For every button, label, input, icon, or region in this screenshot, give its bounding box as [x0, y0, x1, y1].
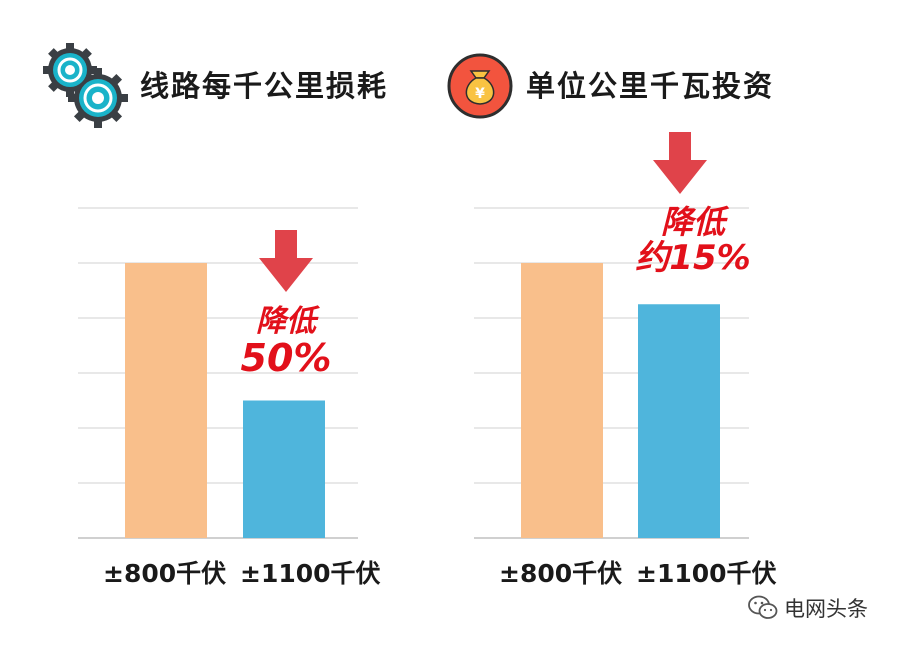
- panel-1-title: 线路每千公里损耗: [140, 69, 389, 103]
- chart-1-category-1: ±800千伏: [103, 559, 227, 588]
- bar-2: [638, 304, 720, 538]
- down-arrow-icon: [653, 132, 707, 194]
- money-bag-icon: ¥: [447, 53, 513, 123]
- panel-2-title: 单位公里千瓦投资: [526, 69, 775, 103]
- chart-1-category-2: ±1100千伏: [240, 559, 381, 588]
- svg-text:¥: ¥: [475, 86, 485, 102]
- annotation-line-1: 降低: [660, 203, 725, 241]
- chart-2-category-2: ±1100千伏: [636, 559, 777, 588]
- chart-2-category-1: ±800千伏: [499, 559, 623, 588]
- watermark: 电网头条: [748, 593, 868, 623]
- annotation-line-1: 降低: [256, 304, 316, 339]
- chart-1-reduction-annotation: 降低 50%: [236, 304, 336, 381]
- annotation-line-2: 约15%: [635, 237, 751, 278]
- watermark-text: 电网头条: [784, 597, 868, 621]
- bar-2: [243, 400, 325, 538]
- bar-1: [125, 263, 207, 538]
- gears-icon: [40, 42, 130, 132]
- annotation-line-2: 50%: [240, 336, 332, 381]
- chart-2-reduction-annotation: 降低 约15%: [628, 205, 758, 276]
- down-arrow-icon: [259, 230, 313, 292]
- wechat-icon: [748, 595, 778, 619]
- chart-line-loss: [78, 207, 358, 539]
- bar-1: [521, 263, 603, 538]
- chart-unit-investment: [474, 207, 749, 539]
